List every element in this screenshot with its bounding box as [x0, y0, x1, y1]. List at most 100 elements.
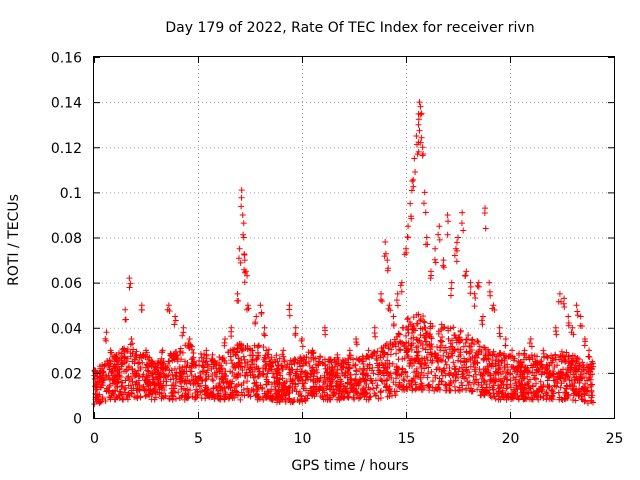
data-point: [503, 376, 510, 383]
data-point: [487, 372, 494, 379]
data-point: [191, 359, 198, 366]
data-point: [427, 351, 434, 358]
data-point: [447, 340, 454, 347]
data-point: [137, 364, 144, 371]
data-point: [451, 347, 458, 354]
data-point: [417, 331, 424, 338]
data-point: [532, 375, 539, 382]
data-point: [369, 364, 376, 371]
data-point: [165, 372, 172, 379]
data-point: [488, 378, 495, 385]
y-tick-label: 0: [73, 412, 82, 428]
data-point: [199, 378, 206, 385]
data-point: [415, 148, 422, 155]
data-point: [394, 290, 401, 297]
data-point: [474, 386, 481, 393]
data-point: [439, 372, 446, 379]
data-point: [249, 371, 256, 378]
data-point: [166, 395, 173, 402]
data-point: [584, 384, 591, 391]
data-point: [503, 370, 510, 377]
data-point: [499, 379, 506, 386]
data-point: [184, 377, 191, 384]
data-point: [465, 332, 472, 339]
data-point: [436, 375, 443, 382]
data-point: [448, 279, 455, 286]
data-point: [128, 387, 135, 394]
data-point: [381, 372, 388, 379]
data-point: [404, 315, 411, 322]
data-point: [445, 327, 452, 334]
data-point: [481, 344, 488, 351]
data-point: [526, 356, 533, 363]
data-point: [448, 343, 455, 350]
data-point: [457, 358, 464, 365]
data-point: [249, 347, 256, 354]
data-point: [300, 385, 307, 392]
data-point: [395, 346, 402, 353]
data-point: [99, 396, 106, 403]
data-point: [274, 380, 281, 387]
data-point: [234, 344, 241, 351]
data-point: [370, 370, 377, 377]
data-point: [422, 209, 429, 216]
data-point: [193, 386, 200, 393]
data-point: [173, 349, 180, 356]
data-point: [119, 382, 126, 389]
data-point: [420, 150, 427, 157]
data-point: [327, 394, 334, 401]
data-point: [340, 363, 347, 370]
data-point: [384, 267, 391, 274]
data-point: [365, 347, 372, 354]
data-point: [310, 377, 317, 384]
data-point: [265, 346, 272, 353]
data-point: [154, 369, 161, 376]
data-point: [420, 200, 427, 207]
data-point: [447, 370, 454, 377]
data-point: [328, 365, 335, 372]
data-point: [463, 268, 470, 275]
data-point: [506, 352, 513, 359]
data-point: [502, 336, 509, 343]
data-point: [248, 358, 255, 365]
data-point: [103, 337, 110, 344]
data-point: [127, 341, 134, 348]
data-point: [221, 357, 228, 364]
data-point: [490, 348, 497, 355]
data-point: [319, 360, 326, 367]
data-point: [182, 387, 189, 394]
data-point: [418, 386, 425, 393]
data-point: [238, 194, 245, 201]
data-point: [98, 384, 105, 391]
data-point: [143, 392, 150, 399]
data-point: [420, 318, 427, 325]
data-point: [240, 353, 247, 360]
data-point: [111, 362, 118, 369]
data-point: [558, 380, 565, 387]
data-point: [495, 388, 502, 395]
data-point: [454, 346, 461, 353]
data-point: [422, 346, 429, 353]
data-point: [237, 259, 244, 266]
data-point: [262, 362, 269, 369]
data-point: [292, 324, 299, 331]
data-point: [169, 392, 176, 399]
data-point: [457, 328, 464, 335]
data-point: [563, 349, 570, 356]
data-point: [360, 390, 367, 397]
data-point: [440, 352, 447, 359]
data-point: [339, 364, 346, 371]
data-point: [112, 387, 119, 394]
data-point: [413, 311, 420, 318]
data-point: [353, 367, 360, 374]
data-point: [427, 275, 434, 282]
data-point: [271, 356, 278, 363]
data-point: [393, 369, 400, 376]
data-point: [346, 364, 353, 371]
data-point: [581, 398, 588, 405]
data-point: [210, 377, 217, 384]
data-point: [404, 316, 411, 323]
data-point: [492, 360, 499, 367]
data-point: [443, 361, 450, 368]
data-point: [411, 379, 418, 386]
